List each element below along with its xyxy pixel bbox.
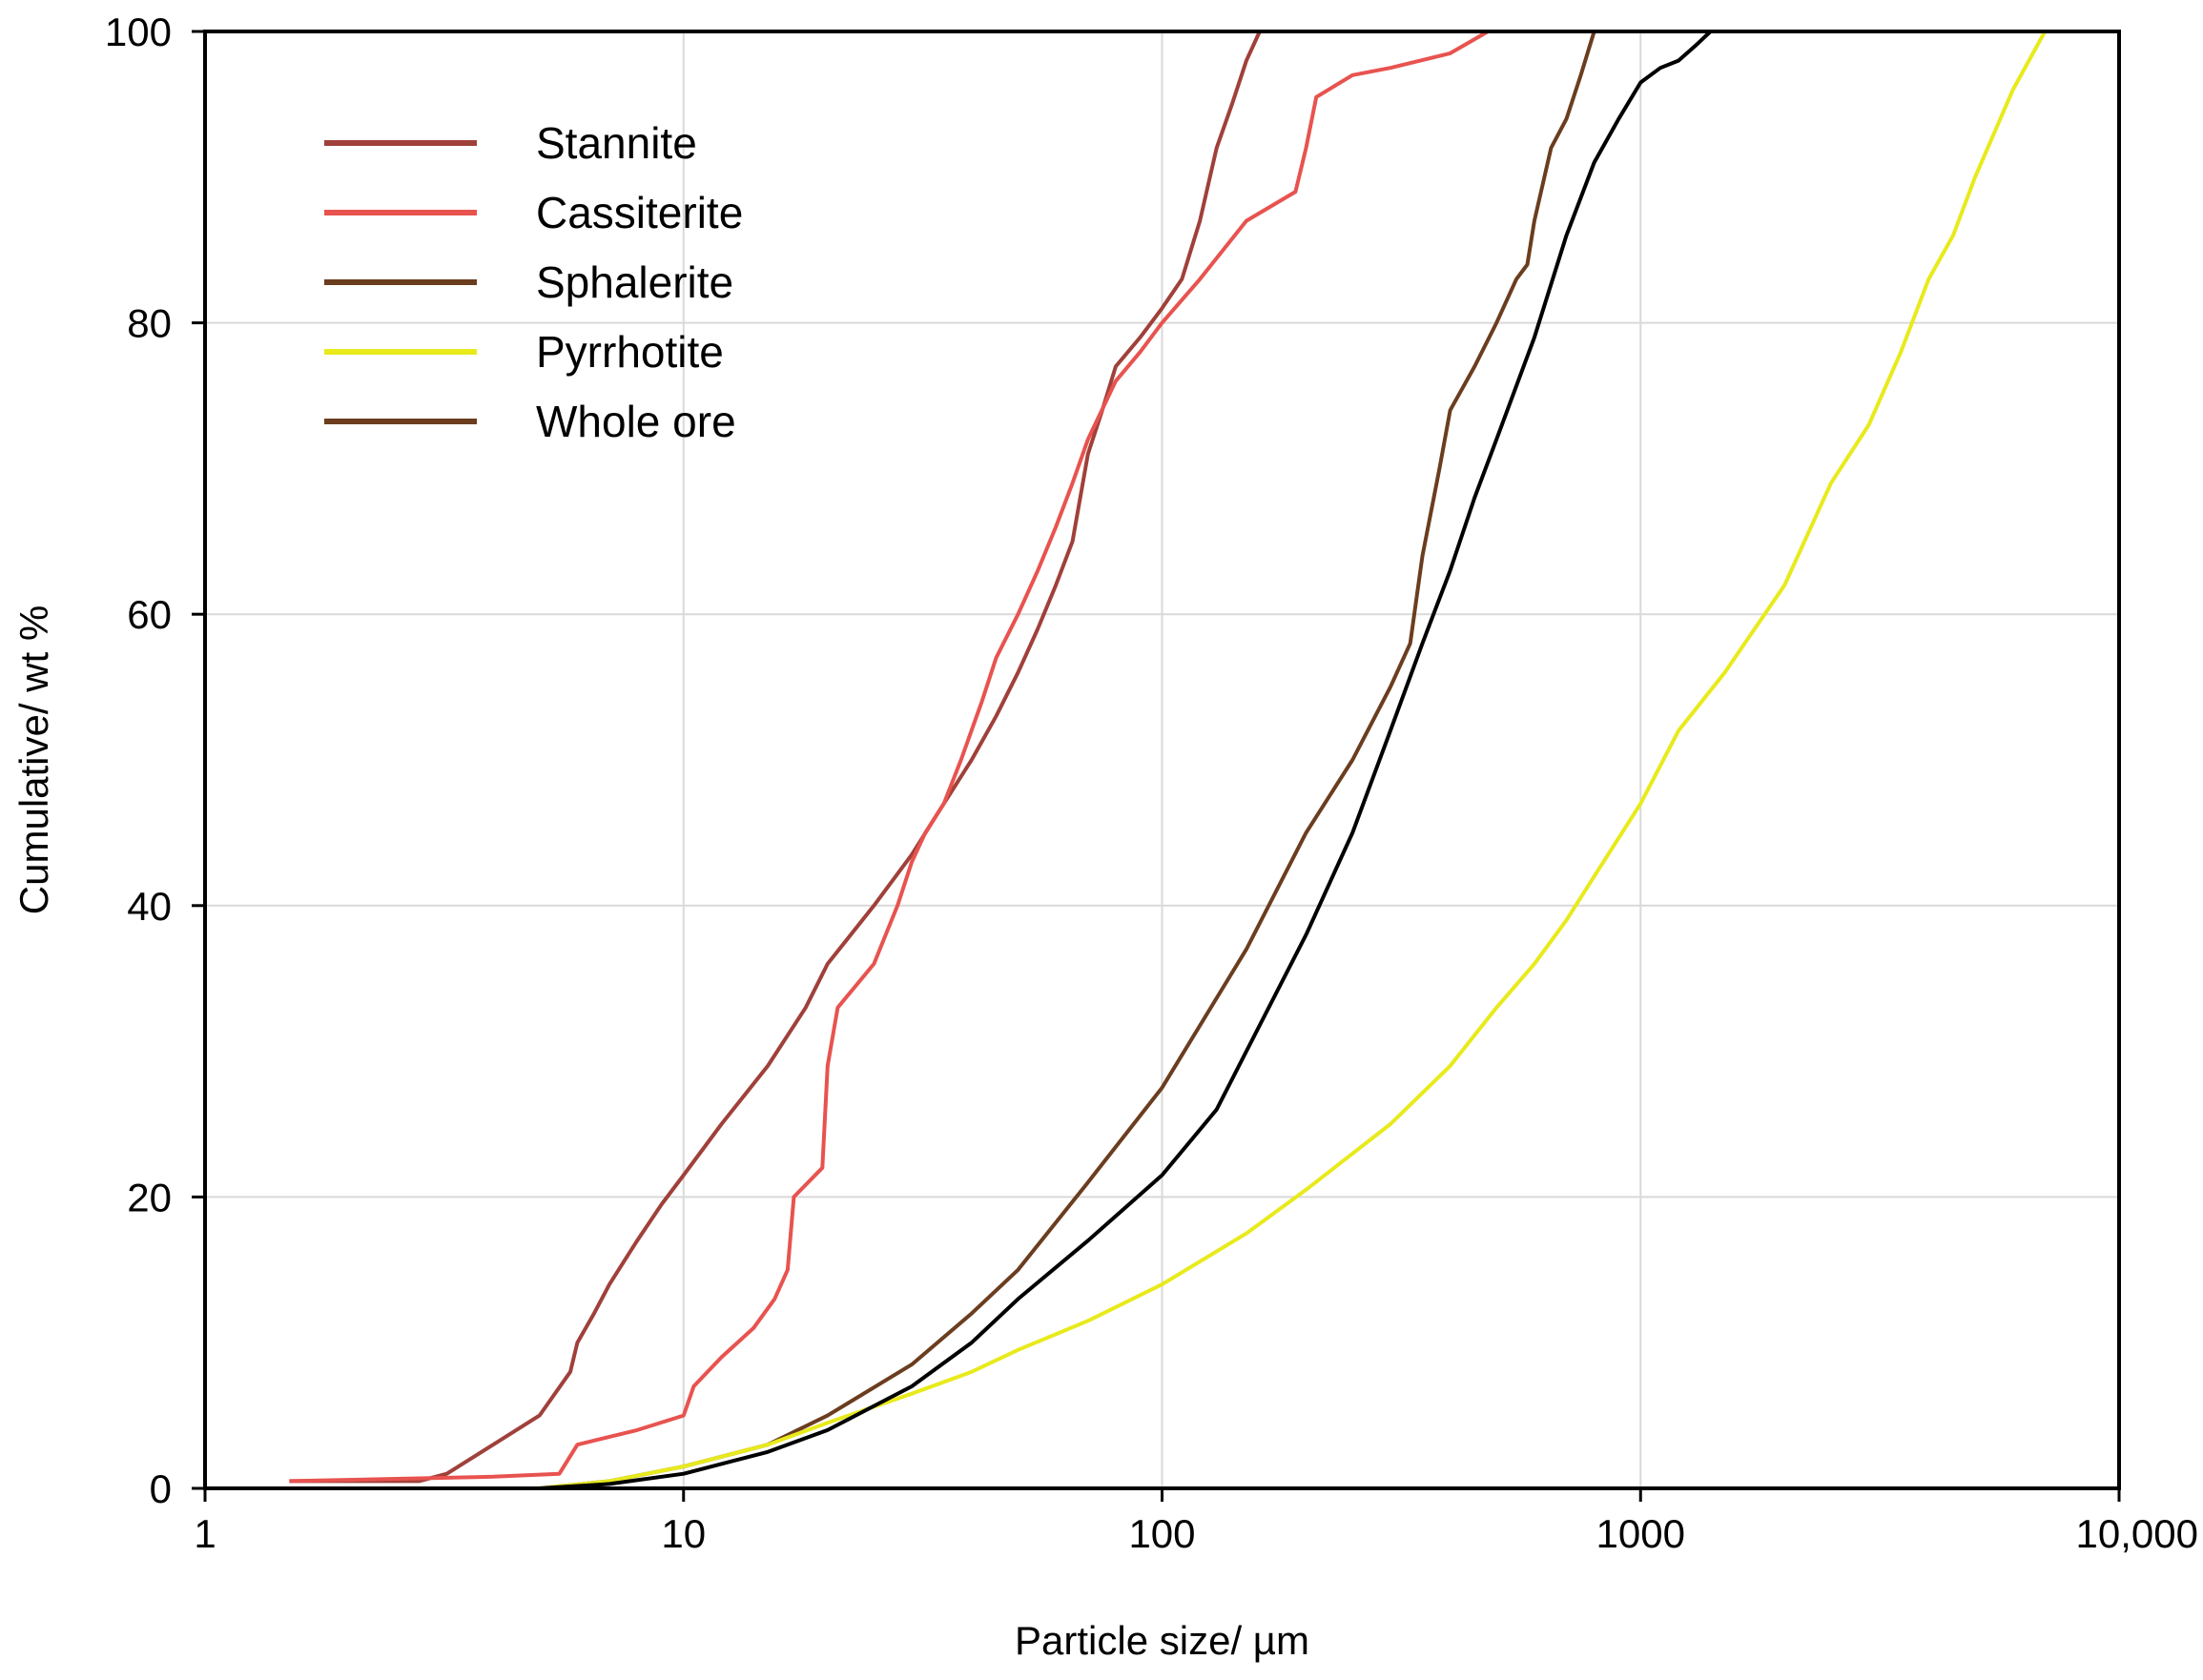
x-tick-label: 1 <box>194 1511 216 1556</box>
x-tick-label: 10,000 <box>2076 1511 2198 1556</box>
grid-lines <box>204 31 2120 1489</box>
x-tick-label: 10 <box>661 1511 706 1556</box>
y-tick-label: 40 <box>127 884 172 929</box>
series-lines <box>275 30 2048 1490</box>
y-axis-title: Cumulative/ wt % <box>11 605 56 914</box>
series-line-sphalerite <box>349 31 1596 1490</box>
axis-ticks: 1 10 100 1000 10,000 0 20 40 60 80 100 <box>105 10 2198 1556</box>
x-tick-label: 100 <box>1128 1511 1195 1556</box>
x-tick-label: 1000 <box>1596 1511 1685 1556</box>
legend-label: Whole ore <box>536 397 736 446</box>
y-tick-label: 100 <box>105 10 172 54</box>
y-tick-label: 0 <box>150 1466 172 1511</box>
series-line-pyrrhotite <box>275 31 2048 1490</box>
y-tick-label: 80 <box>127 301 172 346</box>
legend-label: Pyrrhotite <box>536 327 724 377</box>
legend-label: Sphalerite <box>536 257 733 307</box>
series-line-cassiterite <box>289 30 1490 1484</box>
y-tick-label: 60 <box>127 592 172 637</box>
x-axis-title: Particle size/ µm <box>1015 1618 1309 1663</box>
legend-label: Stannite <box>536 118 697 168</box>
y-tick-label: 20 <box>127 1175 172 1219</box>
legend: Stannite Cassiterite Sphalerite Pyrrhotite W… <box>324 118 743 446</box>
series-line-stannite <box>289 31 1262 1484</box>
series-line-whole-ore <box>349 30 1712 1490</box>
legend-label: Cassiterite <box>536 188 743 237</box>
